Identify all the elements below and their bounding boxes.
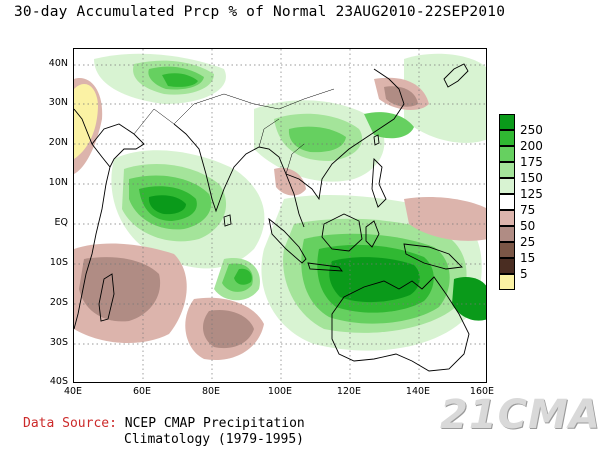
legend-label: 250	[520, 123, 543, 137]
legend-label: 200	[520, 139, 543, 153]
map-canvas	[74, 49, 486, 382]
coastlines	[74, 63, 470, 372]
legend-label: 25	[520, 235, 536, 249]
lon-tick-label: 160E	[469, 386, 495, 397]
legend-label: 5	[520, 267, 528, 281]
band-5	[74, 84, 98, 159]
band-250	[148, 195, 486, 321]
legend-swatch-250	[499, 114, 515, 130]
lat-tick-label: 30N	[48, 97, 68, 108]
lat-tick-label: 30S	[49, 337, 68, 348]
lon-tick-label: 60E	[132, 386, 152, 397]
legend-swatch-175	[499, 146, 515, 162]
lat-tick-label: 20S	[49, 297, 68, 308]
lat-tick-label: 40S	[49, 376, 68, 387]
lat-tick-label: 40N	[48, 58, 68, 69]
source-name: NCEP CMAP Precipitation	[124, 416, 305, 431]
data-source: Data Source: NCEP CMAP Precipitation Cli…	[23, 416, 305, 447]
source-line-2: Climatology (1979-1995)	[124, 432, 305, 447]
lat-tick-label: 10S	[49, 257, 68, 268]
source-line-1: Data Source: NCEP CMAP Precipitation	[23, 416, 305, 432]
legend-swatch-5	[499, 258, 515, 274]
source-key: Data Source:	[23, 416, 117, 431]
band-50	[74, 77, 486, 360]
legend-swatch-150	[499, 162, 515, 178]
watermark-logo: 21CMA	[440, 392, 600, 438]
legend-label: 75	[520, 203, 536, 217]
legend-swatch-200	[499, 130, 515, 146]
lat-tick-label: EQ	[54, 217, 68, 228]
lat-tick-label: 20N	[48, 137, 68, 148]
legend-label: 150	[520, 171, 543, 185]
legend-swatch-25	[499, 226, 515, 242]
legend-swatch-15	[499, 242, 515, 258]
legend-label: 50	[520, 219, 536, 233]
graticule	[74, 49, 486, 382]
lon-tick-label: 80E	[201, 386, 221, 397]
lon-tick-label: 40E	[63, 386, 83, 397]
legend-swatch-50	[499, 210, 515, 226]
legend-label: 175	[520, 155, 543, 169]
lon-tick-label: 100E	[267, 386, 293, 397]
lat-tick-label: 10N	[48, 177, 68, 188]
legend-label: 15	[520, 251, 536, 265]
legend-swatch-125	[499, 178, 515, 194]
legend-swatch-0	[499, 274, 515, 290]
precipitation-map	[73, 48, 487, 383]
lon-tick-label: 120E	[336, 386, 362, 397]
map-title: 30-day Accumulated Prcp % of Normal 23AU…	[14, 4, 506, 20]
legend-label: 125	[520, 187, 543, 201]
borders	[133, 88, 335, 175]
legend-swatch-75	[499, 194, 515, 210]
lon-tick-label: 140E	[405, 386, 431, 397]
